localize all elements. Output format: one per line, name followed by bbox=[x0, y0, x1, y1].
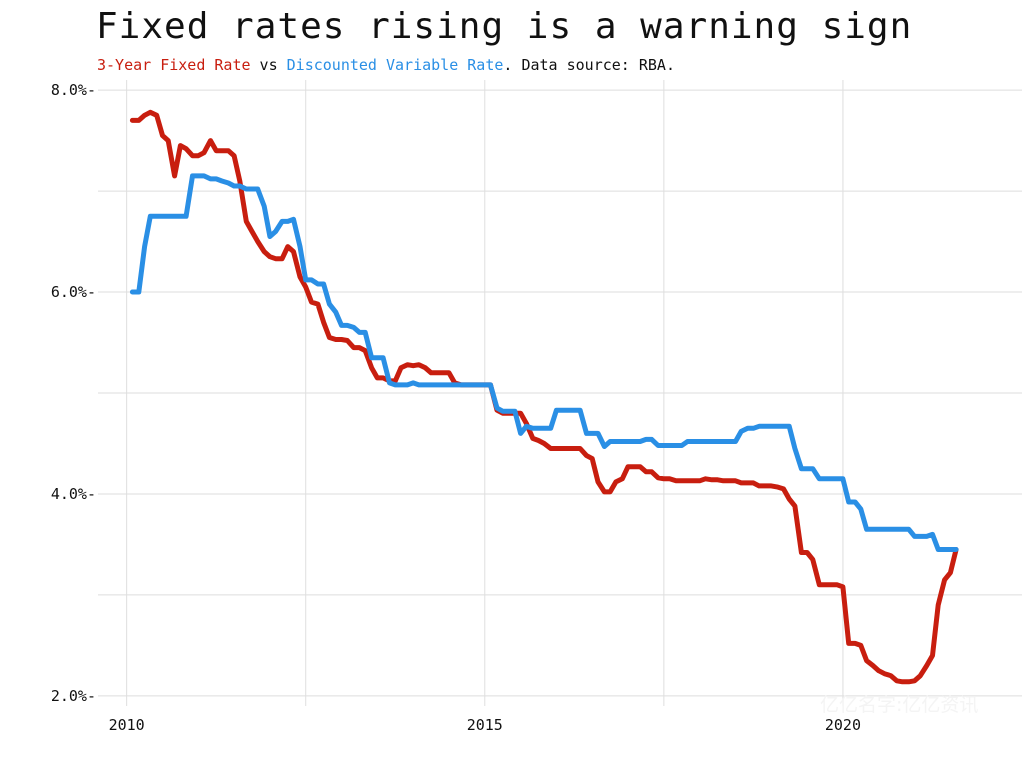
watermark-text: 亿亿名字:亿亿资讯 bbox=[820, 694, 978, 716]
y-tick-label: 8.0%- bbox=[51, 81, 96, 99]
y-gridlines bbox=[98, 89, 1022, 697]
y-axis-ticks: 2.0%- 4.0%- 6.0%- 8.0%- bbox=[51, 81, 96, 705]
x-axis-ticks: 2010 2015 2020 bbox=[109, 716, 861, 734]
x-tick-label: 2020 bbox=[825, 716, 861, 734]
subtitle-source: . Data source: RBA. bbox=[503, 56, 675, 74]
subtitle-series-variable: Discounted Variable Rate bbox=[286, 56, 504, 74]
series-line-fixed-rate bbox=[129, 109, 959, 685]
x-tick-label: 2010 bbox=[109, 716, 145, 734]
chart-subtitle: 3-Year Fixed Rate vs Discounted Variable… bbox=[97, 56, 675, 74]
chart-title: Fixed rates rising is a warning sign bbox=[96, 6, 913, 47]
y-tick-label: 2.0%- bbox=[51, 687, 96, 705]
y-tick-label: 6.0%- bbox=[51, 283, 96, 301]
series-lines bbox=[129, 109, 959, 685]
y-tick-label: 4.0%- bbox=[51, 485, 96, 503]
subtitle-series-fixed: 3-Year Fixed Rate bbox=[97, 56, 251, 74]
x-tick-label: 2015 bbox=[467, 716, 503, 734]
series-line-variable-rate bbox=[129, 173, 959, 552]
subtitle-vs: vs bbox=[250, 56, 287, 74]
